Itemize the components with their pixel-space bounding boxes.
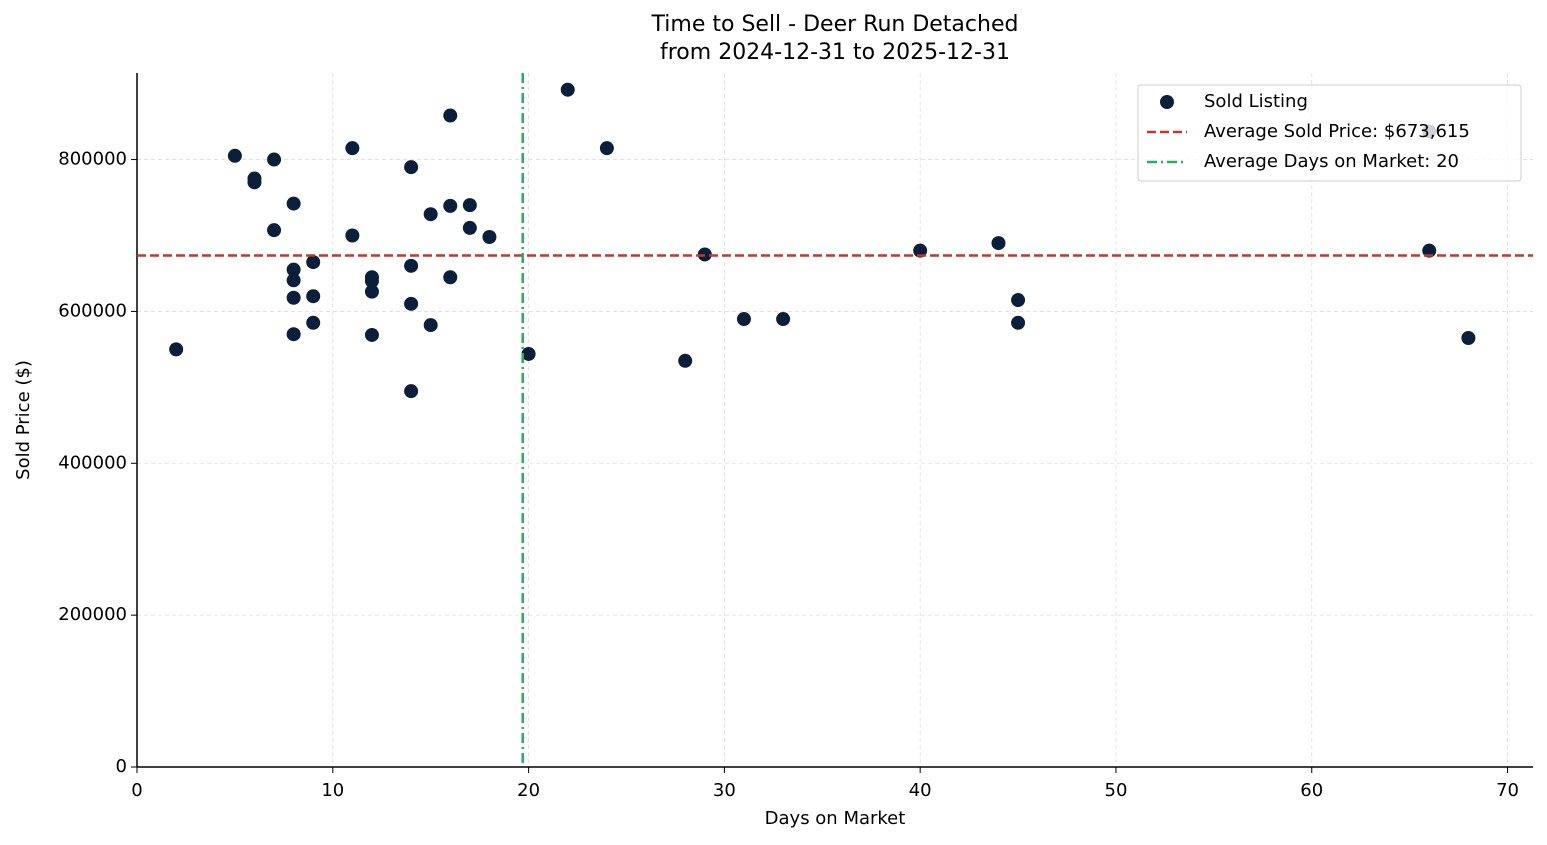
point (443, 198, 458, 213)
x-tick-label: 60 (1300, 780, 1323, 801)
point (364, 284, 379, 299)
point (423, 207, 438, 222)
legend-label: Average Sold Price: $673,615 (1204, 121, 1470, 142)
point (423, 318, 438, 333)
y-tick-label: 400000 (58, 452, 127, 473)
x-tick-label: 30 (713, 780, 736, 801)
x-tick-label: 20 (517, 780, 540, 801)
x-tick-label: 40 (909, 780, 932, 801)
point (306, 315, 321, 330)
point (443, 270, 458, 285)
point (306, 289, 321, 304)
point (462, 198, 477, 213)
chart-title: Time to Sell - Deer Run Detached (651, 12, 1019, 37)
x-tick-label: 50 (1105, 780, 1128, 801)
point (286, 196, 301, 211)
point (678, 353, 693, 368)
point (345, 141, 360, 156)
y-tick-label: 800000 (58, 149, 127, 170)
point (776, 312, 791, 327)
point (1422, 243, 1437, 258)
point (1011, 293, 1026, 308)
point (286, 290, 301, 305)
point (1461, 330, 1476, 345)
point (227, 148, 242, 163)
point (599, 141, 614, 156)
point (364, 327, 379, 342)
point (462, 220, 477, 235)
point (364, 274, 379, 289)
y-tick-label: 200000 (58, 604, 127, 625)
legend-label: Sold Listing (1204, 91, 1308, 112)
point (345, 228, 360, 243)
point (404, 384, 419, 399)
point (913, 243, 928, 258)
point (404, 258, 419, 273)
y-tick-label: 0 (116, 756, 127, 777)
point (736, 312, 751, 327)
y-tick-label: 600000 (58, 300, 127, 321)
point (443, 108, 458, 123)
point (286, 327, 301, 342)
point (991, 236, 1006, 251)
chart-subtitle: from 2024-12-31 to 2025-12-31 (660, 40, 1010, 65)
point (560, 82, 575, 97)
legend-marker (1160, 95, 1174, 109)
point (169, 342, 184, 357)
point (286, 262, 301, 277)
point (247, 175, 262, 190)
point (1011, 315, 1026, 330)
x-tick-label: 0 (131, 780, 142, 801)
x-tick-label: 10 (321, 780, 344, 801)
x-tick-label: 70 (1496, 780, 1519, 801)
x-axis-label: Days on Market (765, 808, 906, 829)
point (306, 255, 321, 270)
point (267, 152, 282, 167)
legend-box (1137, 84, 1522, 182)
legend-label: Average Days on Market: 20 (1204, 151, 1459, 172)
point (286, 273, 301, 288)
point (521, 346, 536, 361)
point (404, 296, 419, 311)
point (482, 230, 497, 245)
y-axis-label: Sold Price ($) (13, 360, 34, 480)
point (404, 160, 419, 175)
point (267, 223, 282, 238)
